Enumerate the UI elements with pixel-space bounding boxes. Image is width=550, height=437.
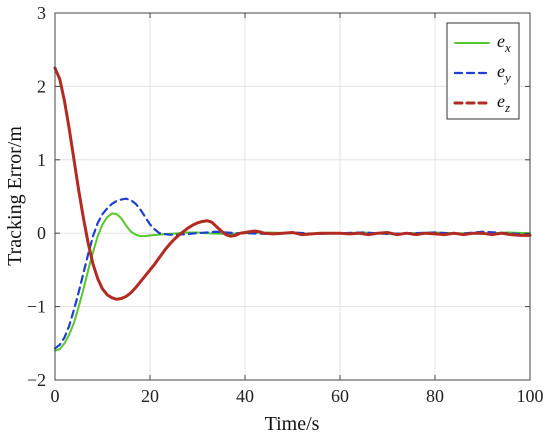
x-tick-label: 0 [51,386,60,406]
legend-label-e-z: ez [497,91,510,115]
y-axis-label: Tracking Error/m [4,126,26,266]
legend-name: e [497,31,505,51]
legend-subscript: y [503,70,511,85]
tick-layer: 0 20 40 60 80 100 −2 −1 0 1 2 3 [27,3,544,406]
legend-subscript: z [504,100,510,115]
legend-label-e-y: ey [497,61,511,85]
y-tick-label: −1 [27,297,46,317]
x-tick-label: 100 [517,386,544,406]
y-tick-label: 3 [37,3,46,23]
y-tick-label: 2 [37,76,46,96]
x-tick-label: 60 [331,386,349,406]
legend-label-e-x: ex [497,31,511,55]
legend-name: e [497,61,505,81]
x-tick-label: 20 [141,386,159,406]
series-line-e-z [53,66,532,301]
legend-name: e [497,91,505,111]
y-tick-label: 0 [37,223,46,243]
y-tick-label: 1 [37,150,46,170]
plot-frame [54,12,531,381]
legend-subscript: x [504,40,511,55]
x-tick-label: 40 [236,386,254,406]
y-tick-label: −2 [27,370,46,390]
x-tick-label: 80 [426,386,444,406]
x-axis-label: Time/s [265,413,320,435]
series-layer [53,66,532,352]
